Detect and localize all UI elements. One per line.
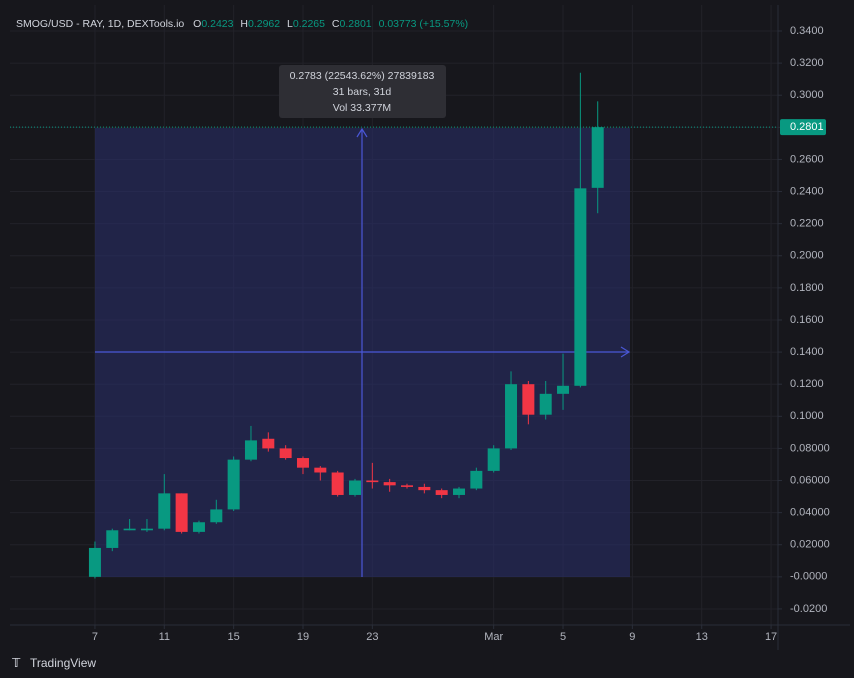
y-tick-label: -0.0000: [790, 571, 827, 583]
x-tick-label: 15: [228, 631, 240, 643]
ohlc-label: L: [287, 18, 293, 30]
y-tick-label: 0.2600: [790, 153, 824, 165]
candle-body: [487, 448, 500, 471]
candle-body: [366, 480, 379, 483]
candle-body: [470, 470, 483, 489]
y-tick-label: 0.02000: [790, 539, 830, 551]
ohlc-label: O: [193, 18, 201, 30]
symbol: SMOG/USD - RAY, 1D, DEXTools.io: [16, 18, 184, 30]
y-tick-label: 0.3000: [790, 89, 824, 101]
ohlc-value: 0.2423: [201, 18, 233, 30]
ohlc-value: 0.2962: [248, 18, 280, 30]
y-tick-label: -0.0200: [790, 603, 827, 615]
candle-body: [539, 393, 552, 415]
measure-text: 31 bars, 31d: [333, 86, 392, 98]
x-tick-label: 7: [92, 631, 98, 643]
candle-body: [418, 486, 431, 491]
ohlc-value: 0.2801: [340, 18, 372, 30]
measure-text: Vol 33.377M: [333, 102, 391, 114]
candle-body: [383, 482, 396, 486]
candle-body: [574, 188, 587, 386]
candle-body: [244, 440, 257, 460]
measure-tooltip: [279, 65, 446, 118]
ohlc-label: H: [240, 18, 248, 30]
change: 0.03773 (+15.57%): [379, 18, 469, 30]
candle-body: [296, 458, 309, 468]
candle-body: [505, 384, 518, 449]
x-tick-label: 9: [629, 631, 635, 643]
candle-body: [140, 528, 153, 531]
candle-body: [123, 528, 136, 531]
candle-body: [227, 459, 240, 510]
candle-body: [591, 127, 604, 188]
candle-body: [348, 480, 361, 495]
candle-body: [106, 530, 119, 548]
candle-body: [522, 384, 535, 415]
y-tick-label: 0.1200: [790, 378, 824, 390]
y-tick-label: 0.1800: [790, 282, 824, 294]
brand-logo: 𝕋: [12, 656, 21, 670]
y-tick-label: 0.2400: [790, 185, 824, 197]
y-tick-label: 0.1000: [790, 410, 824, 422]
x-tick-label: 13: [696, 631, 708, 643]
last-price-label: 0.2801: [790, 121, 824, 133]
ohlc-value: 0.2265: [293, 18, 325, 30]
candle-body: [192, 522, 205, 532]
ohlc-label: C: [332, 18, 340, 30]
candle-body: [175, 493, 188, 532]
candle-body: [401, 485, 414, 487]
candle-body: [435, 490, 448, 495]
candle-body: [279, 448, 292, 459]
y-tick-label: 0.3400: [790, 25, 824, 37]
brand: TradingView: [30, 656, 96, 670]
y-tick-label: 0.2200: [790, 218, 824, 230]
candle-body: [453, 488, 466, 495]
y-tick-label: 0.2000: [790, 250, 824, 262]
y-tick-label: 0.04000: [790, 507, 830, 519]
x-tick-label: 23: [366, 631, 378, 643]
x-tick-label: 17: [765, 631, 777, 643]
y-tick-label: 0.3200: [790, 57, 824, 69]
y-tick-label: 0.1600: [790, 314, 824, 326]
measure-text: 0.2783 (22543.62%) 27839183: [290, 70, 435, 82]
candle-body: [314, 467, 327, 473]
x-tick-label: Mar: [484, 631, 503, 643]
arrow-head: [620, 346, 631, 358]
candle-body: [331, 472, 344, 495]
candle-body: [262, 438, 275, 449]
header: SMOG/USD - RAY, 1D, DEXTools.io O0.2423 …: [16, 18, 468, 30]
arrow-head: [356, 127, 368, 138]
x-tick-label: 11: [159, 631, 170, 643]
candle-body: [210, 509, 223, 523]
x-tick-label: 19: [297, 631, 309, 643]
x-tick-label: 5: [560, 631, 566, 643]
last-price-tag: [780, 119, 826, 136]
y-tick-label: 0.1400: [790, 346, 824, 358]
y-tick-label: 0.06000: [790, 474, 830, 486]
candle-body: [557, 385, 570, 394]
y-tick-label: 0.08000: [790, 442, 830, 454]
candle-body: [158, 493, 171, 529]
candle-body: [88, 547, 101, 577]
